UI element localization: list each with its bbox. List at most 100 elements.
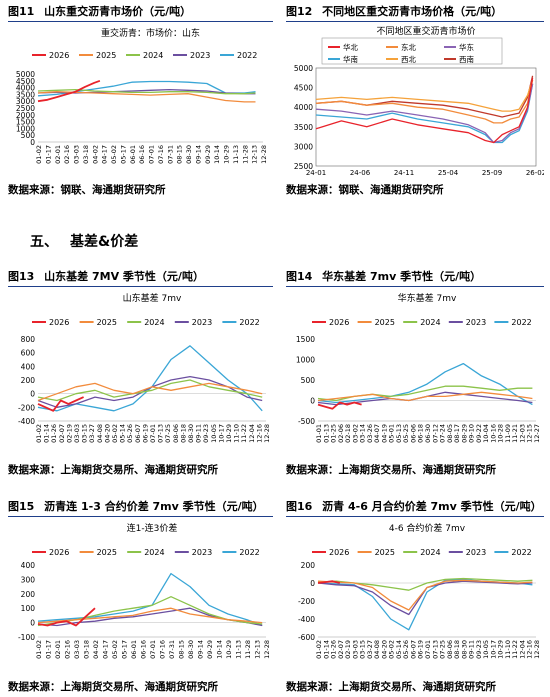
x-tick-label: 12-28 — [263, 424, 271, 443]
x-tick-label: 12-28 — [263, 640, 271, 659]
series-line-华南 — [315, 83, 534, 144]
series-line-东北 — [315, 79, 534, 124]
figure-15-title: 图15 沥青连 1-3 合约价差 7mv 季节性（元/吨） — [8, 498, 273, 517]
series-line-2026 — [317, 580, 341, 584]
x-tick-label: 01-02 — [35, 145, 43, 164]
x-tick-label: 03-18 — [82, 145, 90, 164]
figure-15-source: 数据来源：上海期货交易所、海通期货研究所 — [8, 681, 218, 693]
series-line-2026 — [37, 396, 84, 412]
x-tick-label: 06-19 — [417, 640, 425, 659]
y-tick-label: -600 — [298, 633, 315, 642]
x-tick-label: 05-02 — [388, 640, 396, 659]
x-tick-label: 08-30 — [460, 640, 468, 659]
figure-label: 图12 — [286, 5, 313, 18]
x-tick-label: 06-06 — [409, 424, 417, 443]
y-tick-label: -200 — [298, 597, 315, 606]
plot-frame — [315, 67, 537, 167]
legend-label-华东: 华东 — [459, 42, 474, 52]
legend-label-2025: 2025 — [97, 318, 117, 327]
x-tick-label: 02-01 — [54, 145, 62, 164]
x-tick-label: 08-05 — [446, 424, 454, 443]
x-tick-label: 12-15 — [526, 424, 534, 443]
x-tick-label: 25-09 — [482, 169, 502, 177]
y-tick-label: 500 — [301, 376, 316, 385]
legend-label-2025: 2025 — [97, 548, 117, 557]
x-tick-label: 01-26 — [330, 640, 338, 659]
series-line-2026 — [317, 401, 362, 410]
series-line-2025 — [317, 579, 533, 611]
series-line-2025 — [37, 607, 263, 624]
legend-label-2022: 2022 — [237, 51, 257, 60]
figure-title-text: 沥青连 1-3 合约价差 7mv 季节性（元/吨） — [44, 500, 264, 513]
y-tick-label: 2500 — [294, 162, 313, 171]
x-tick-label: 10-17 — [489, 640, 497, 659]
x-tick-label: 01-02 — [35, 640, 43, 659]
x-tick-label: 07-01 — [148, 145, 156, 164]
x-tick-label: 07-31 — [166, 145, 174, 164]
chart-title: 4-6 合约价差 7mv — [389, 522, 466, 534]
y-tick-label: 3500 — [16, 90, 35, 99]
x-tick-label: 07-13 — [431, 640, 439, 659]
x-tick-label: 04-02 — [91, 145, 99, 164]
x-tick-label: 09-23 — [475, 640, 483, 659]
series-line-2022 — [317, 362, 533, 406]
x-tick-label: 03-18 — [83, 640, 91, 659]
legend-label-2026: 2026 — [329, 318, 349, 327]
chart-fig15: 连1-连3价差 2026 2025 2024 2023 2022 -100 0 100 200 30… — [18, 522, 271, 659]
y-tick-label: 3500 — [294, 123, 313, 132]
legend-label-2023: 2023 — [466, 548, 486, 557]
x-tick-label: 09-23 — [202, 424, 210, 443]
x-tick-label: 02-07 — [58, 424, 66, 443]
x-tick-label: 01-25 — [330, 424, 338, 443]
series-line-2024 — [37, 88, 256, 95]
x-tick-label: 12-04 — [518, 640, 526, 659]
legend-label-2026: 2026 — [49, 548, 69, 557]
x-tick-label: 07-25 — [439, 640, 447, 659]
x-tick-label: 24-11 — [394, 169, 414, 177]
x-tick-label: 03-27 — [366, 640, 374, 659]
series-line-2022 — [317, 578, 533, 631]
x-tick-label: 02-01 — [54, 640, 62, 659]
legend-label-2024: 2024 — [420, 548, 440, 557]
figure-label: 图13 — [8, 270, 35, 283]
x-tick-label: 01-26 — [50, 424, 58, 443]
y-tick-label: 4500 — [16, 77, 35, 86]
chart-fig16: 4-6 合约价差 7mv 2026 2025 2024 2023 2022 -600 -400… — [298, 522, 541, 659]
x-tick-label: 09-10 — [468, 424, 476, 443]
x-tick-label: 05-25 — [402, 424, 410, 443]
x-tick-label: 10-04 — [482, 424, 490, 443]
y-tick-label: 400 — [21, 362, 36, 371]
legend-label-2024: 2024 — [144, 548, 164, 557]
chart-title: 不同地区重交沥青市场价 — [376, 25, 475, 37]
x-tick-label: 09-11 — [195, 424, 203, 443]
legend-label-2026: 2026 — [49, 318, 69, 327]
figure-14-title: 图14 华东基差 7mv 季节性（元/吨） — [286, 268, 544, 287]
x-tick-label: 11-13 — [235, 640, 243, 659]
y-tick-label: 4000 — [16, 84, 35, 93]
x-tick-label: 05-01 — [388, 424, 396, 443]
y-tick-label: 400 — [21, 561, 36, 570]
x-tick-label: 06-30 — [424, 424, 432, 443]
chart-title: 华东基差 7mv — [398, 292, 457, 304]
y-tick-label: -200 — [18, 403, 35, 412]
x-tick-label: 07-13 — [157, 424, 165, 443]
figure-label: 图16 — [286, 500, 313, 513]
x-tick-label: 07-01 — [424, 640, 432, 659]
x-tick-label: 01-17 — [45, 640, 53, 659]
y-tick-label: 5000 — [294, 64, 313, 73]
y-tick-label: 1000 — [296, 356, 315, 365]
series-line-2024 — [37, 379, 263, 402]
figure-13-source: 数据来源：上海期货交易所、海通期货研究所 — [8, 464, 218, 476]
figure-12-title: 图12 不同地区重交沥青市场价格（元/吨） — [286, 3, 544, 22]
x-tick-label: 05-26 — [126, 424, 134, 443]
x-tick-label: 01-01 — [315, 424, 323, 443]
x-tick-label: 04-08 — [373, 640, 381, 659]
y-tick-label: 0 — [310, 579, 315, 588]
x-tick-label: 07-12 — [431, 424, 439, 443]
x-tick-label: 03-15 — [81, 424, 89, 443]
x-tick-label: 08-18 — [453, 640, 461, 659]
figure-16-title: 图16 沥青 4-6 月合约价差 7mv 季节性（元/吨） — [286, 498, 544, 517]
x-tick-label: 02-16 — [64, 640, 72, 659]
x-tick-label: 08-30 — [185, 145, 193, 164]
